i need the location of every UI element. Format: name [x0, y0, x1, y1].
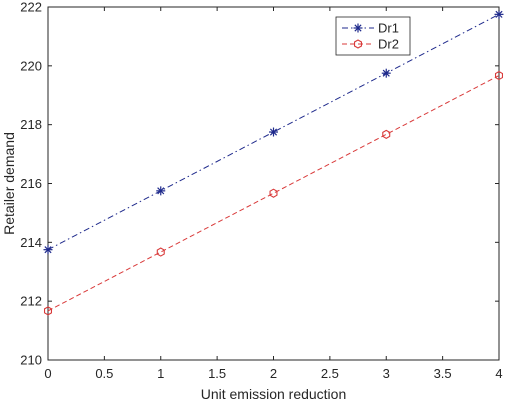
x-tick-label: 1.5: [208, 366, 226, 381]
data-point-dr2: [43, 306, 53, 316]
data-point-dr1: [43, 245, 53, 255]
legend-label-dr2: Dr2: [378, 37, 399, 52]
x-tick-label: 0.5: [95, 366, 113, 381]
plot-area: [47, 6, 500, 361]
data-point-dr1: [269, 127, 278, 137]
data-point-dr2: [156, 247, 165, 257]
data-point-dr2: [382, 129, 391, 140]
x-tick-label: 3.5: [434, 366, 452, 381]
y-tick-label: 218: [20, 117, 42, 132]
y-tick-label: 220: [20, 58, 42, 73]
data-point-dr1: [156, 186, 166, 196]
axis-ticks: 0 0.5 1 1.5 2 2.5 3 3.5 4 210 212 214 216 218 220 222: [20, 0, 502, 381]
x-tick-label: 1: [157, 366, 164, 381]
data-point-dr2: [269, 188, 278, 198]
x-tick-label: 0: [44, 366, 51, 381]
legend-label-dr1: Dr1: [378, 21, 399, 36]
y-tick-label: 212: [20, 294, 42, 309]
x-axis-label: Unit emission reduction: [201, 386, 347, 402]
x-tick-label: 3: [383, 366, 390, 381]
x-tick-label: 2.5: [321, 366, 339, 381]
series-line-dr1: [47, 13, 500, 251]
y-axis-label: Retailer demand: [1, 132, 17, 235]
legend-marker-dr1: [353, 23, 363, 33]
y-tick-label: 216: [20, 176, 42, 191]
data-point-dr1: [494, 9, 504, 19]
plot-frame: [47, 6, 500, 361]
series-layer: [43, 9, 504, 316]
x-tick-label: 4: [495, 366, 502, 381]
data-point-dr2: [494, 70, 504, 81]
legend-box: [335, 16, 411, 56]
legend-marker-dr2: [353, 39, 363, 49]
y-tick-label: 210: [20, 353, 42, 368]
data-point-dr1: [381, 68, 391, 78]
series-line-dr2: [47, 75, 500, 312]
y-tick-label: 222: [20, 0, 42, 15]
y-tick-label: 214: [20, 235, 42, 250]
x-tick-label: 2: [270, 366, 277, 381]
